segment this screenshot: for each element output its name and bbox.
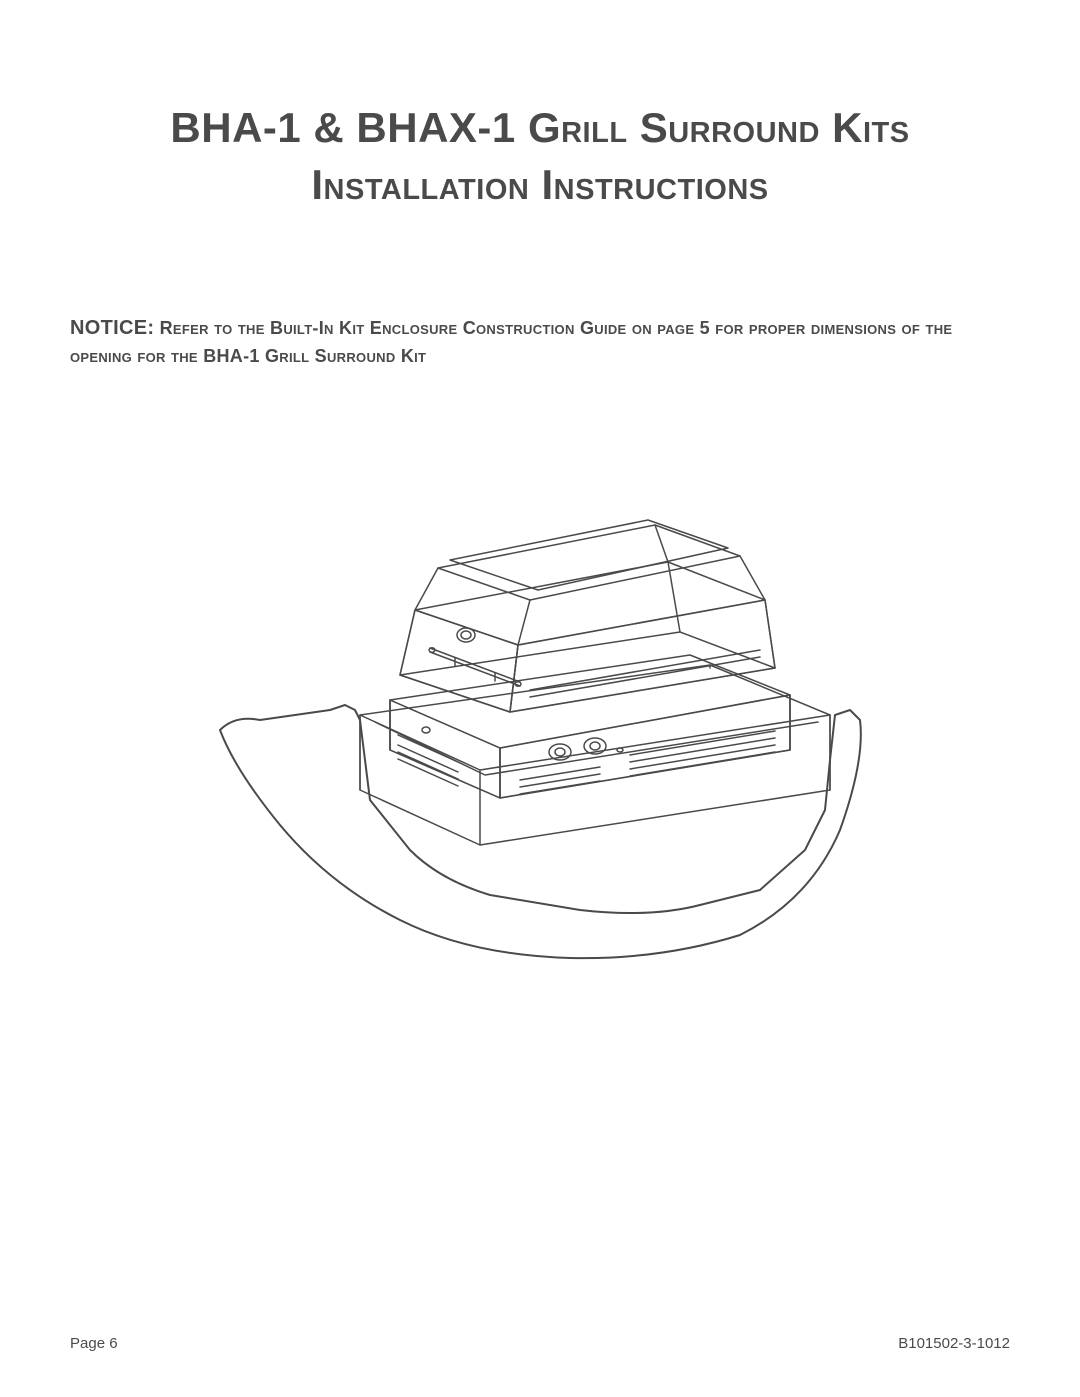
title-block: BHA-1 & BHAX-1 Grill Surround Kits Insta… — [70, 100, 1010, 213]
notice-text: Refer to the Built-In Kit Enclosure Cons… — [70, 318, 952, 366]
document-number: B101502-3-1012 — [898, 1335, 1010, 1352]
page-number: Page 6 — [70, 1335, 118, 1352]
notice-label: NOTICE: — [70, 317, 154, 339]
page-footer: Page 6 B101502-3-1012 — [70, 1335, 1010, 1352]
grill-illustration — [200, 450, 880, 970]
title-line-2: Installation Instructions — [70, 157, 1010, 214]
page-container: BHA-1 & BHAX-1 Grill Surround Kits Insta… — [0, 0, 1080, 1397]
title-line-1: BHA-1 & BHAX-1 Grill Surround Kits — [70, 100, 1010, 157]
illustration-wrap — [70, 450, 1010, 970]
notice-block: NOTICE: Refer to the Built-In Kit Enclos… — [70, 313, 1010, 370]
